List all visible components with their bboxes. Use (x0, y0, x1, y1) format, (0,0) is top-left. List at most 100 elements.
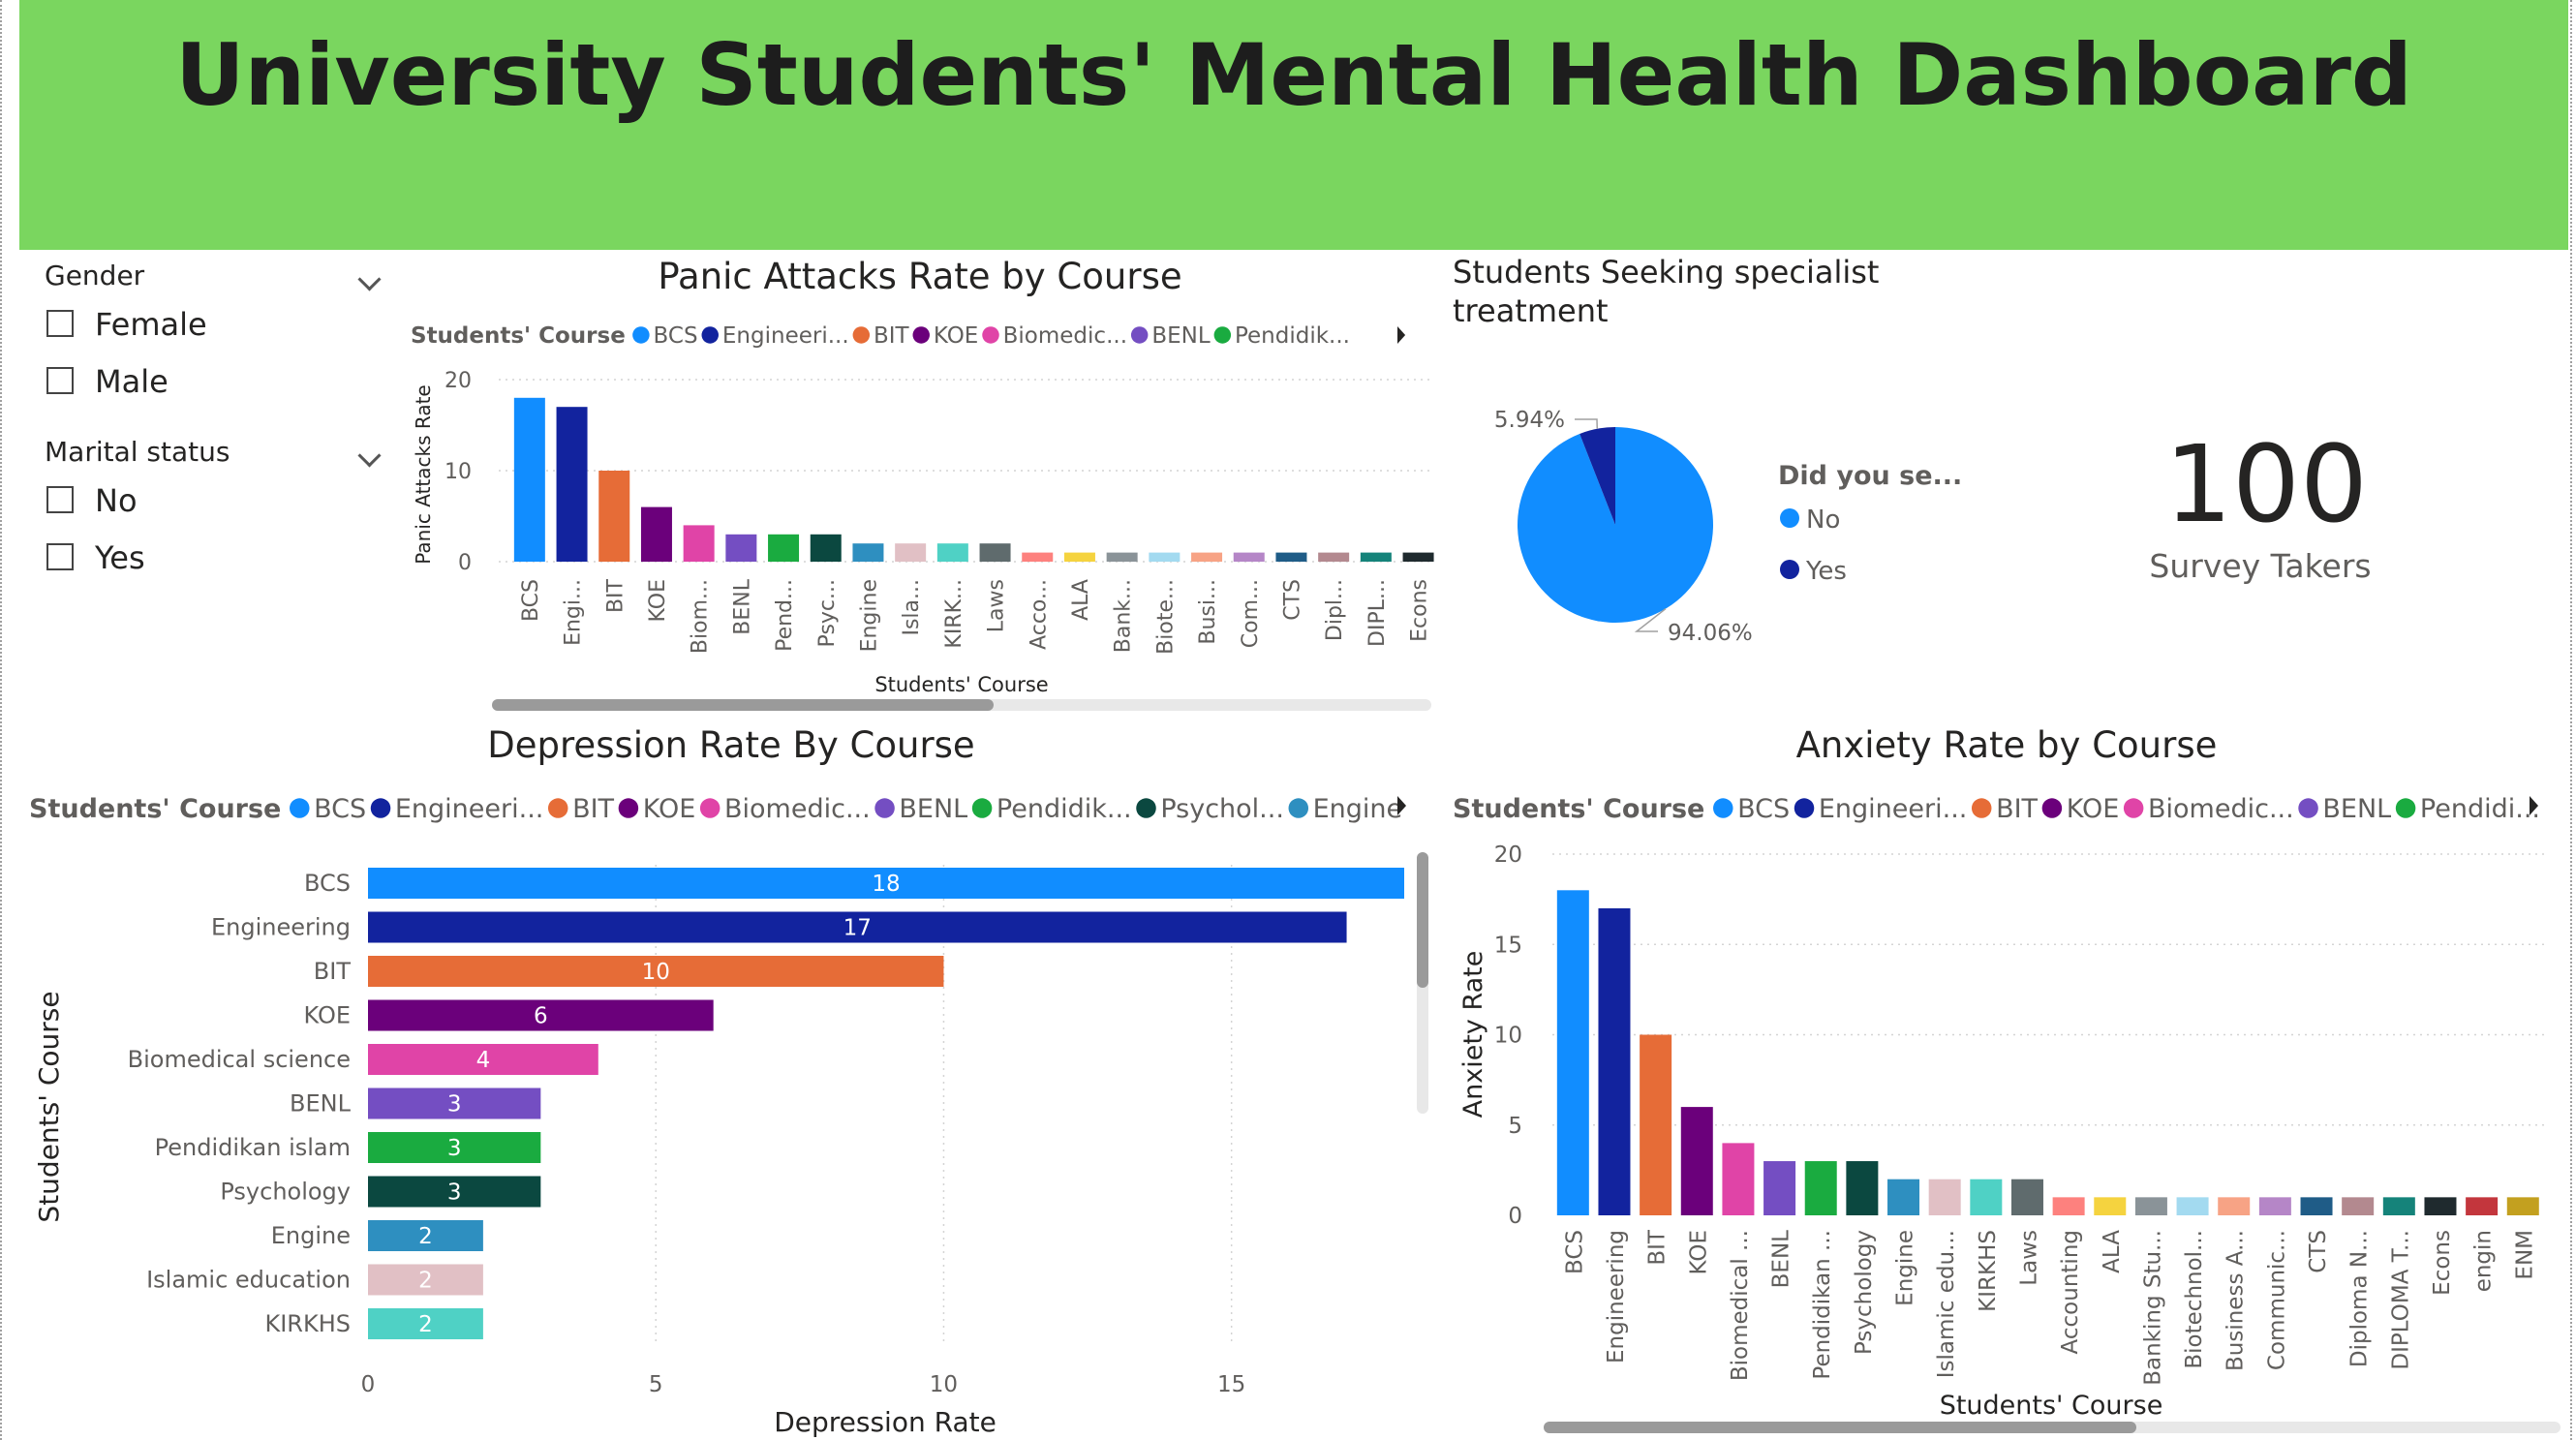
depression-legend-item[interactable]: Psychol... (1160, 794, 1284, 824)
anxiety-bar[interactable] (2382, 1197, 2415, 1215)
panic-bar[interactable] (810, 534, 842, 562)
panic-bar[interactable] (683, 525, 715, 562)
anxiety-legend-item[interactable]: BENL (2322, 794, 2391, 824)
anxiety-bar[interactable] (2466, 1197, 2499, 1215)
panic-legend-item[interactable]: Biomedic... (1003, 323, 1127, 349)
pie-legend-label-no[interactable]: No (1806, 506, 1840, 535)
panic-bar[interactable] (1063, 552, 1095, 562)
panic-bar[interactable] (1318, 552, 1350, 562)
anxiety-bar[interactable] (2134, 1197, 2167, 1215)
depression-bar[interactable] (368, 1132, 541, 1163)
panic-bar[interactable] (1149, 552, 1181, 562)
checkbox[interactable] (46, 543, 74, 570)
anxiety-bar[interactable] (2506, 1197, 2539, 1215)
anxiety-legend-item[interactable]: Pendidi... (2420, 794, 2540, 824)
marital-slicer-header[interactable]: Marital status (45, 436, 383, 478)
anxiety-bar[interactable] (1970, 1179, 2003, 1215)
panic-bar[interactable] (598, 471, 630, 562)
panic-bar[interactable] (513, 397, 545, 562)
checkbox[interactable] (46, 486, 74, 513)
pie-slice-no[interactable] (1517, 427, 1713, 623)
anxiety-bar[interactable] (1887, 1179, 1920, 1215)
panic-legend-item[interactable]: BENL (1151, 323, 1211, 349)
panic-legend-item[interactable]: KOE (934, 323, 978, 349)
depression-bar[interactable] (368, 1176, 541, 1208)
panic-bar[interactable] (768, 534, 800, 562)
gender-option-female[interactable]: Female (45, 302, 383, 359)
anxiety-bar[interactable] (1722, 1143, 1755, 1215)
panic-bar[interactable] (556, 407, 588, 562)
panic-bar[interactable] (852, 543, 884, 562)
depression-legend-item[interactable]: BIT (572, 794, 614, 824)
anxiety-legend-next-icon[interactable] (2530, 796, 2538, 815)
depression-legend-item[interactable]: BENL (899, 794, 967, 824)
depression-bar[interactable] (368, 1044, 598, 1075)
anxiety-bar[interactable] (2300, 1197, 2333, 1215)
panic-legend-item[interactable]: BIT (874, 323, 910, 349)
panic-bar[interactable] (895, 543, 927, 562)
anxiety-legend-item[interactable]: BIT (1996, 794, 2038, 824)
panic-bar[interactable] (1275, 552, 1307, 562)
depression-bar[interactable] (368, 1220, 483, 1251)
depression-legend-item[interactable]: Engine (1313, 794, 1403, 824)
depression-scrollbar-thumb[interactable] (1417, 852, 1428, 988)
panic-bar[interactable] (979, 543, 1011, 562)
anxiety-bar[interactable] (1928, 1179, 1961, 1215)
depression-bar[interactable] (368, 1264, 483, 1296)
depression-legend-next-icon[interactable] (1397, 796, 1406, 815)
gender-option-male[interactable]: Male (45, 359, 383, 416)
anxiety-bar[interactable] (2176, 1197, 2209, 1215)
panic-legend-item[interactable]: Engineeri... (722, 323, 849, 349)
anxiety-bar[interactable] (1763, 1161, 1796, 1215)
panic-bar[interactable] (640, 506, 672, 562)
pie-legend-label-yes[interactable]: Yes (1805, 557, 1847, 586)
depression-legend-item[interactable]: Pendidik... (997, 794, 1132, 824)
anxiety-bar[interactable] (1804, 1161, 1837, 1215)
depression-bar[interactable] (368, 999, 714, 1031)
anxiety-bar[interactable] (2424, 1197, 2457, 1215)
anxiety-legend-item[interactable]: Engineeri... (1819, 794, 1968, 824)
panic-bar[interactable] (1106, 552, 1138, 562)
panic-bar[interactable] (1360, 552, 1392, 562)
depression-bar[interactable] (368, 956, 944, 987)
checkbox[interactable] (46, 367, 74, 394)
depression-bar[interactable] (368, 1308, 483, 1339)
panic-bar[interactable] (936, 543, 968, 562)
depression-bar[interactable] (368, 911, 1347, 943)
anxiety-bar[interactable] (2218, 1197, 2251, 1215)
panic-bar[interactable] (1191, 552, 1223, 562)
depression-legend-item[interactable]: KOE (643, 794, 696, 824)
depression-bar[interactable] (368, 1088, 541, 1119)
anxiety-legend-item[interactable]: KOE (2067, 794, 2120, 824)
depression-legend-item[interactable]: Biomedic... (724, 794, 871, 824)
anxiety-bar[interactable] (2052, 1197, 2085, 1215)
panic-bar[interactable] (725, 534, 757, 562)
anxiety-bar[interactable] (2342, 1197, 2375, 1215)
anxiety-bar[interactable] (2094, 1197, 2127, 1215)
anxiety-bar[interactable] (1680, 1107, 1713, 1215)
anxiety-scrollbar-thumb[interactable] (1544, 1422, 2136, 1433)
depression-bar[interactable] (368, 868, 1404, 899)
anxiety-legend-item[interactable]: BCS (1737, 794, 1790, 824)
anxiety-bar[interactable] (2010, 1179, 2043, 1215)
depression-legend-item[interactable]: BCS (314, 794, 366, 824)
pie-slice-yes[interactable] (1579, 427, 1615, 525)
panic-scrollbar-thumb[interactable] (492, 699, 994, 711)
checkbox[interactable] (46, 310, 74, 337)
panic-bar[interactable] (1233, 552, 1265, 562)
anxiety-bar[interactable] (1556, 890, 1589, 1215)
panic-bar[interactable] (1402, 552, 1434, 562)
depression-legend-item[interactable]: Engineeri... (395, 794, 544, 824)
panic-bar[interactable] (1022, 552, 1054, 562)
marital-option-no[interactable]: No (45, 478, 383, 536)
anxiety-legend-item[interactable]: Biomedic... (2148, 794, 2294, 824)
anxiety-bar[interactable] (1846, 1161, 1879, 1215)
panic-legend-next-icon[interactable] (1397, 326, 1406, 344)
anxiety-bar[interactable] (1640, 1034, 1672, 1216)
anxiety-bar[interactable] (1598, 907, 1631, 1215)
panic-legend-item[interactable]: BCS (654, 323, 698, 349)
panic-legend-item[interactable]: Pendidik... (1235, 323, 1350, 349)
marital-option-yes[interactable]: Yes (45, 536, 383, 593)
anxiety-bar[interactable] (2258, 1197, 2291, 1215)
gender-slicer-header[interactable]: Gender (45, 260, 383, 302)
